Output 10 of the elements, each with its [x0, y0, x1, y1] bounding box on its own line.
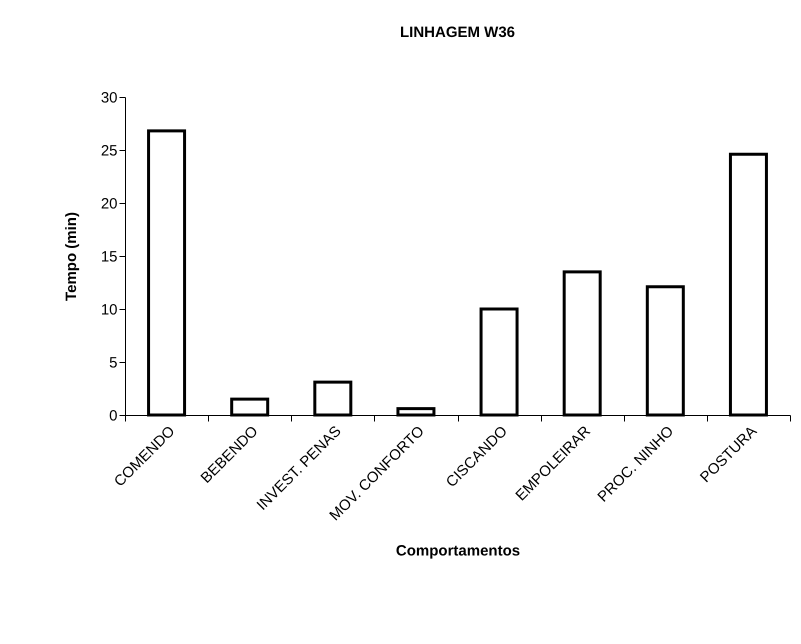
- x-axis-title: Comportamentos: [396, 542, 520, 560]
- y-tick-label: 10: [100, 302, 118, 318]
- chart-title: LINHAGEM W36: [400, 24, 516, 41]
- y-axis-title: Tempo (min): [62, 212, 80, 301]
- y-tick-label: 30: [100, 90, 118, 106]
- y-tick-label: 15: [100, 248, 118, 266]
- y-tick-label: 5: [109, 354, 118, 372]
- y-tick-label: 0: [109, 408, 118, 424]
- y-tick-label: 25: [100, 142, 118, 160]
- y-tick-label: 20: [100, 196, 118, 212]
